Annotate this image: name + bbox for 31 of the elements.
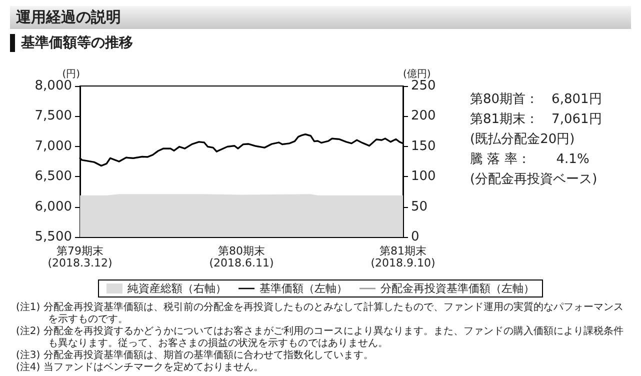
y2-tick-label: 250 [411,78,436,94]
y2-tick-label: 100 [411,169,436,184]
y2-tick-label: 200 [411,108,436,124]
y-tick-label: 6,500 [34,169,72,184]
y2-tick-label: 50 [411,199,428,214]
y-tick-label: 8,000 [34,78,72,94]
y-tick-label: 5,500 [34,230,72,244]
chart-title: 運用経過の説明 [10,6,631,29]
chart-subtitle: 基準価額等の推移 [10,34,631,52]
y-axis-title: (円) [62,69,80,80]
y2-tick-label: 0 [411,230,420,244]
text: (分配金再投資ベース) [470,171,598,189]
y-tick-label: 7,500 [34,108,72,124]
text: 騰 落 率： 4.1% [470,151,590,169]
legend-label: 純資産総額（右軸） [128,282,226,295]
x-tick-label: 第80期末 (2018.6.11) [209,244,274,270]
text: (注1) 分配金再投資基準価額は、税引前の分配金を再投資したものとみなして計算したもので、ファンド運用の実質的なパフォーマンスを示すものです。 [16,302,624,326]
text: 第81期末： 7,061円 [470,111,602,129]
text: (注4) 当ファンドはベンチマークを定めておりません。 [16,362,264,374]
x-tick-label: 第81期末 (2018.9.10) [370,244,436,270]
text: (注2) 分配金を再投資するかどうかについてはお客さまがご利用のコースにより異なります。また、ファンドの購入価額により課税条件も異なります。従って、お客さまの損益の状況を示すものではありません。 [16,326,624,350]
legend-label: 基準価額（左軸） [260,282,348,295]
text: 第80期首： 6,801円 [470,91,602,109]
y2-axis-title: (億円) [403,68,431,80]
text: (注3) 分配金再投資基準価額は、期首の基準価額に合わせて指数化しています。 [16,350,374,362]
legend-label: 分配金再投資基準価額（左軸） [380,282,534,295]
text: (既払分配金20円) [470,131,576,149]
y-tick-label: 7,000 [34,138,72,154]
y2-tick-label: 150 [411,138,436,154]
x-tick-label: 第79期末 (2018.3.12) [48,244,112,270]
y-tick-label: 6,000 [34,199,72,214]
